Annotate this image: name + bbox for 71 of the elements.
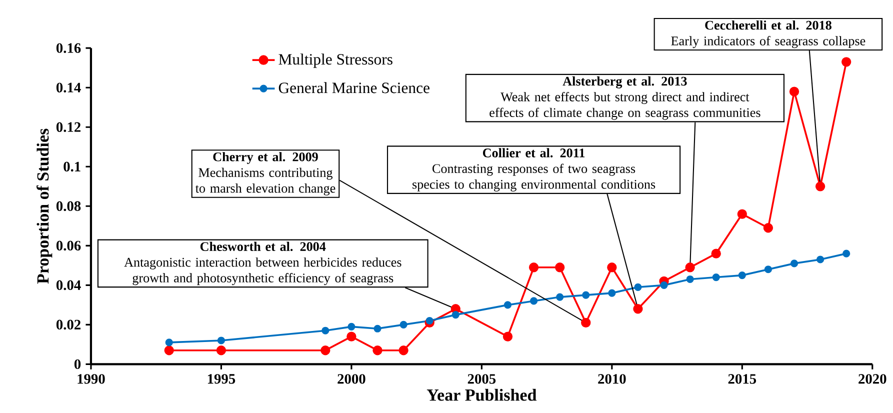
point bbox=[607, 262, 617, 272]
point bbox=[554, 262, 565, 272]
point bbox=[400, 320, 408, 328]
point bbox=[502, 332, 513, 342]
point bbox=[711, 248, 721, 258]
point bbox=[216, 345, 226, 356]
point bbox=[634, 283, 642, 291]
y-tick-label: 0.02 bbox=[56, 320, 80, 330]
y-tick-label: 0.12 bbox=[56, 122, 80, 132]
y-tick-label: 0.14 bbox=[56, 82, 81, 92]
x-tick-label: 2015 bbox=[728, 374, 756, 384]
point bbox=[346, 332, 356, 342]
y-tick-label: 0.04 bbox=[56, 280, 81, 290]
point bbox=[322, 326, 330, 334]
point bbox=[528, 262, 539, 272]
y-tick-label: 0.06 bbox=[56, 240, 81, 250]
annotation: Alsterberg et al. 2013 bbox=[562, 76, 687, 88]
legend-label: General Marine Science bbox=[278, 82, 430, 94]
point bbox=[712, 273, 720, 281]
point bbox=[763, 222, 774, 233]
annotation: Mechanisms contributing to marsh elevation change bbox=[195, 168, 336, 196]
y-tick-label: 0 bbox=[74, 359, 81, 369]
point bbox=[582, 291, 590, 299]
point bbox=[608, 289, 616, 297]
point bbox=[556, 293, 564, 301]
annotation: Contrasting responses of two seagrass species to changing environmental conditions bbox=[412, 164, 656, 192]
point bbox=[816, 256, 824, 264]
annotation: Weak net effects but strong direct and indirect effects of climate change on seagrass communities bbox=[490, 92, 760, 120]
point bbox=[581, 318, 591, 328]
annotation: Collier et al. 2011 bbox=[482, 148, 585, 158]
y-tick-label: 0.1 bbox=[64, 162, 80, 172]
point bbox=[686, 275, 694, 283]
y-tick-label: 0.16 bbox=[56, 43, 81, 53]
point bbox=[789, 86, 800, 96]
x-tick-label: 2000 bbox=[338, 374, 366, 384]
point bbox=[790, 260, 798, 268]
point bbox=[320, 345, 330, 356]
annotation: Antagonistic interaction between herbicides reduces growth and photosynthetic efficiency of seagrass bbox=[124, 257, 402, 285]
x-axis-title: Year Published bbox=[426, 388, 537, 401]
point bbox=[426, 316, 434, 324]
point bbox=[164, 345, 174, 356]
point bbox=[737, 209, 747, 219]
point bbox=[398, 345, 408, 356]
annotation: Cherry et al. 2009 bbox=[213, 152, 318, 164]
x-tick-label: 1995 bbox=[208, 374, 236, 384]
point bbox=[217, 336, 226, 344]
point bbox=[738, 271, 746, 279]
annotation: Early indicators of seagrass collapse bbox=[671, 36, 866, 48]
point bbox=[685, 262, 695, 272]
text: Ceccherelli et al. 2018 bbox=[705, 20, 832, 30]
x-tick-label: 2020 bbox=[858, 374, 886, 384]
point bbox=[504, 300, 512, 309]
point bbox=[374, 324, 382, 332]
point bbox=[815, 181, 826, 192]
point bbox=[841, 56, 852, 67]
point bbox=[842, 250, 850, 258]
legend-label: Multiple Stressors bbox=[278, 53, 392, 68]
point bbox=[372, 345, 382, 356]
point bbox=[633, 304, 643, 314]
y-tick-label: 0.08 bbox=[56, 201, 81, 211]
annotation: Chesworth et al. 2004 bbox=[200, 242, 326, 251]
point bbox=[165, 338, 173, 346]
y-axis-title: Proportion of Studies bbox=[36, 128, 52, 284]
x-tick-label: 2010 bbox=[598, 374, 626, 384]
point bbox=[764, 265, 772, 274]
point bbox=[348, 322, 356, 330]
point bbox=[452, 310, 460, 318]
point bbox=[660, 281, 668, 289]
x-tick-label: 1990 bbox=[78, 374, 105, 384]
x-tick-label: 2005 bbox=[468, 374, 496, 384]
point bbox=[530, 297, 538, 305]
